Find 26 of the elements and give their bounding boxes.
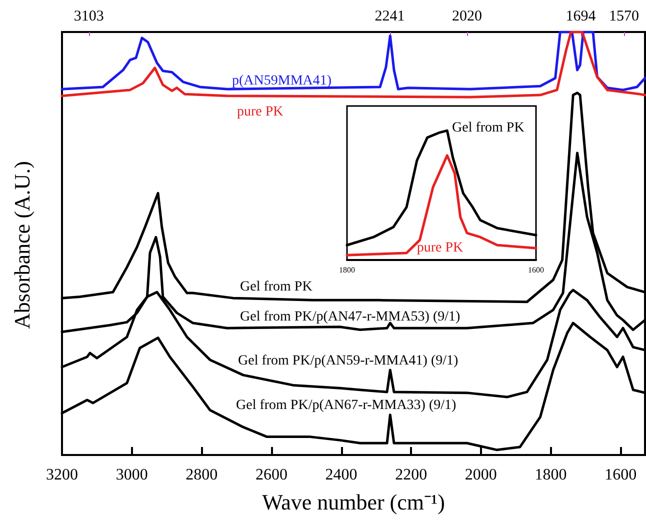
series-label: pure PK: [416, 240, 464, 256]
x-tick-label: 1800: [534, 466, 567, 484]
x2-tick-label: 1570: [609, 8, 640, 24]
x-tick-label: 1600: [604, 466, 637, 484]
series-label: Gel from PK/p(AN67-r-MMA33) (9/1): [236, 398, 457, 413]
x-tick-label: 2600: [255, 466, 288, 484]
series-label: Gel from PK/p(AN47-r-MMA53) (9/1): [240, 310, 461, 324]
x-tick-label: 3200: [46, 466, 78, 484]
x2-tick-label: 2241: [374, 8, 405, 24]
series-label: pure PK: [237, 104, 284, 120]
series-label: Gel from PK: [452, 120, 524, 136]
x-tick-label: 2400: [325, 466, 358, 484]
series-label: Gel from PK: [240, 280, 312, 294]
x-tick-label: 2000: [464, 466, 497, 484]
x-tick-label: 1800: [339, 266, 355, 274]
x-tick-label: 1600: [528, 266, 544, 274]
x2-tick-label: 2020: [452, 8, 482, 24]
x-tick-label: 3000: [116, 466, 148, 484]
x-tick-label: 2800: [186, 466, 218, 484]
x-tick-label: 2200: [395, 466, 428, 484]
x2-tick-label: 3103: [74, 8, 104, 24]
x-axis-title: Wave number (cm⁻¹): [262, 490, 445, 514]
series-label: p(AN59MMA41): [232, 74, 332, 88]
series-label: Gel from PK/p(AN59-r-MMA41) (9/1): [238, 354, 459, 368]
x2-tick-label: 1694: [566, 8, 596, 24]
y-axis-title: Absorbance (A.U.): [10, 161, 34, 329]
